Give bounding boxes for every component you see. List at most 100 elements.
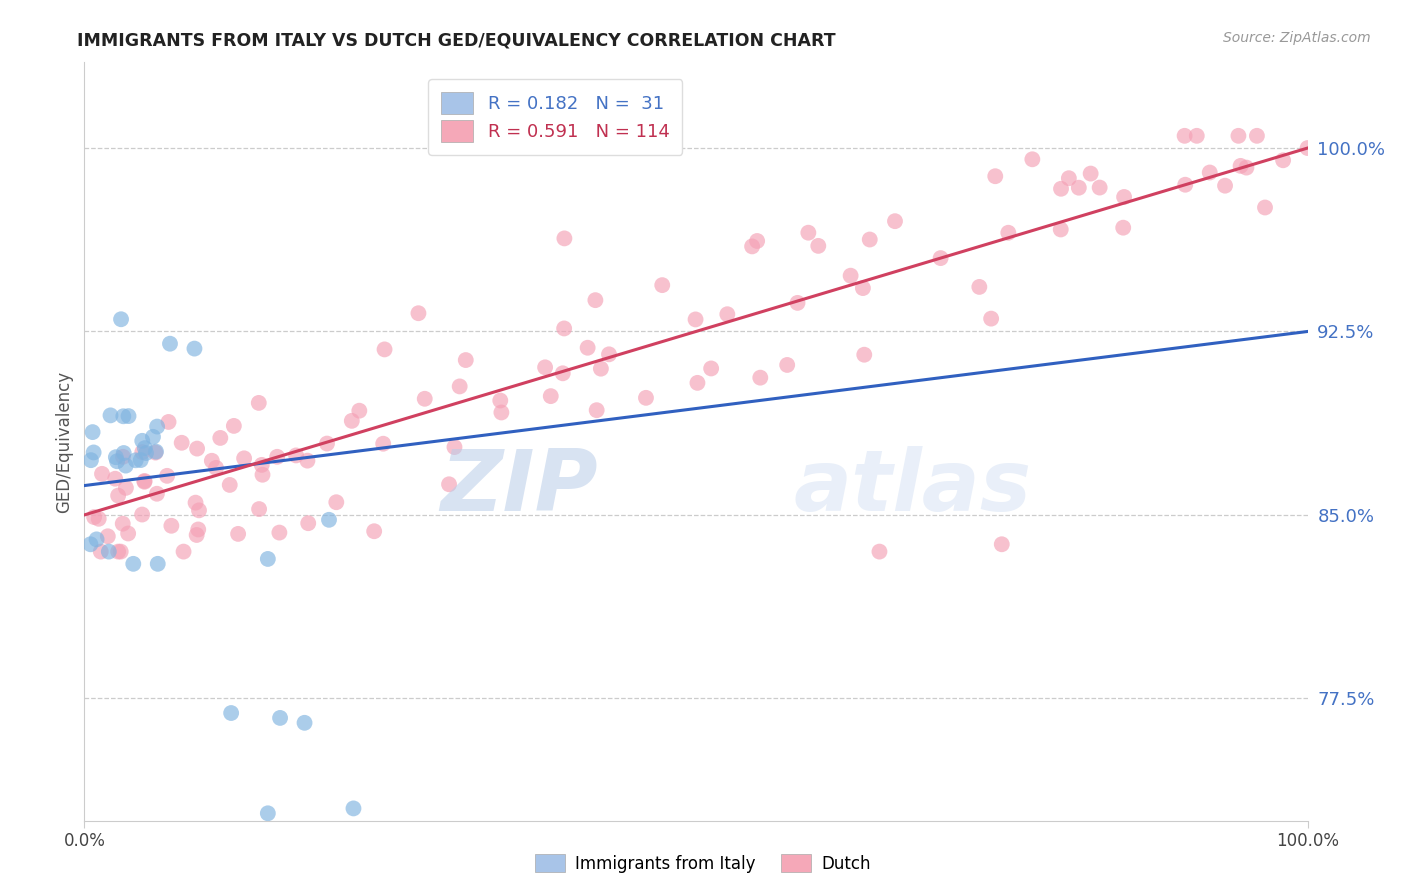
- Point: [125, 453, 148, 467]
- Point: [852, 281, 875, 295]
- Point: [1067, 180, 1090, 194]
- Point: [700, 361, 723, 376]
- Point: [997, 226, 1019, 240]
- Point: [980, 311, 1002, 326]
- Point: [373, 343, 395, 357]
- Point: [929, 251, 952, 265]
- Point: [589, 361, 612, 376]
- Point: [991, 537, 1014, 551]
- Point: [188, 503, 211, 517]
- Point: [145, 445, 167, 459]
- Point: [1246, 128, 1268, 143]
- Point: [104, 450, 127, 465]
- Point: [218, 478, 240, 492]
- Point: [110, 312, 132, 326]
- Point: [187, 523, 209, 537]
- Point: [869, 544, 891, 558]
- Point: [184, 496, 207, 510]
- Point: [252, 467, 274, 482]
- Point: [686, 376, 709, 390]
- Point: [134, 474, 156, 488]
- Point: [110, 544, 132, 558]
- Point: [598, 347, 620, 361]
- Point: [1198, 165, 1220, 179]
- Text: Source: ZipAtlas.com: Source: ZipAtlas.com: [1223, 31, 1371, 45]
- Point: [173, 544, 195, 558]
- Point: [316, 436, 339, 450]
- Point: [100, 409, 122, 423]
- Point: [83, 510, 105, 524]
- Point: [285, 449, 308, 463]
- Point: [297, 516, 319, 531]
- Point: [111, 516, 134, 531]
- Point: [114, 458, 136, 473]
- Point: [776, 358, 799, 372]
- Point: [1185, 128, 1208, 143]
- Point: [142, 430, 165, 444]
- Point: [884, 214, 907, 228]
- Point: [80, 453, 103, 467]
- Point: [741, 239, 763, 253]
- Point: [257, 806, 280, 821]
- Point: [1088, 180, 1111, 194]
- Point: [266, 450, 288, 464]
- Point: [1021, 153, 1043, 167]
- Point: [134, 441, 156, 455]
- Point: [1272, 153, 1295, 168]
- Point: [786, 296, 808, 310]
- Point: [553, 231, 575, 245]
- Point: [105, 454, 128, 468]
- Point: [534, 360, 557, 375]
- Point: [449, 379, 471, 393]
- Point: [454, 353, 477, 368]
- Point: [104, 472, 127, 486]
- Point: [112, 446, 135, 460]
- Point: [634, 391, 657, 405]
- Point: [269, 525, 291, 540]
- Point: [201, 454, 224, 468]
- Point: [107, 489, 129, 503]
- Point: [685, 312, 707, 326]
- Point: [87, 512, 110, 526]
- Text: IMMIGRANTS FROM ITALY VS DUTCH GED/EQUIVALENCY CORRELATION CHART: IMMIGRANTS FROM ITALY VS DUTCH GED/EQUIV…: [77, 31, 837, 49]
- Point: [553, 321, 575, 335]
- Point: [1174, 128, 1197, 143]
- Point: [1112, 220, 1135, 235]
- Point: [443, 440, 465, 454]
- Point: [583, 293, 606, 307]
- Point: [157, 415, 180, 429]
- Point: [585, 403, 607, 417]
- Point: [134, 475, 156, 489]
- Point: [146, 557, 169, 571]
- Text: ZIP: ZIP: [440, 445, 598, 529]
- Point: [340, 414, 363, 428]
- Point: [233, 451, 256, 466]
- Point: [183, 342, 205, 356]
- Point: [90, 544, 112, 558]
- Point: [716, 307, 738, 321]
- Point: [86, 533, 108, 547]
- Point: [853, 348, 876, 362]
- Text: atlas: atlas: [794, 445, 1032, 529]
- Point: [97, 529, 120, 543]
- Point: [294, 715, 316, 730]
- Point: [373, 436, 395, 450]
- Legend: Immigrants from Italy, Dutch: Immigrants from Italy, Dutch: [529, 847, 877, 880]
- Point: [437, 477, 460, 491]
- Point: [82, 425, 104, 439]
- Point: [1080, 167, 1102, 181]
- Point: [222, 418, 245, 433]
- Point: [156, 468, 179, 483]
- Point: [205, 461, 228, 475]
- Point: [186, 528, 208, 542]
- Point: [413, 392, 436, 406]
- Point: [209, 431, 232, 445]
- Point: [318, 513, 340, 527]
- Point: [170, 435, 193, 450]
- Point: [117, 526, 139, 541]
- Point: [112, 409, 135, 424]
- Legend: R = 0.182   N =  31, R = 0.591   N = 114: R = 0.182 N = 31, R = 0.591 N = 114: [429, 79, 682, 154]
- Point: [146, 419, 169, 434]
- Point: [1049, 222, 1071, 236]
- Point: [363, 524, 385, 539]
